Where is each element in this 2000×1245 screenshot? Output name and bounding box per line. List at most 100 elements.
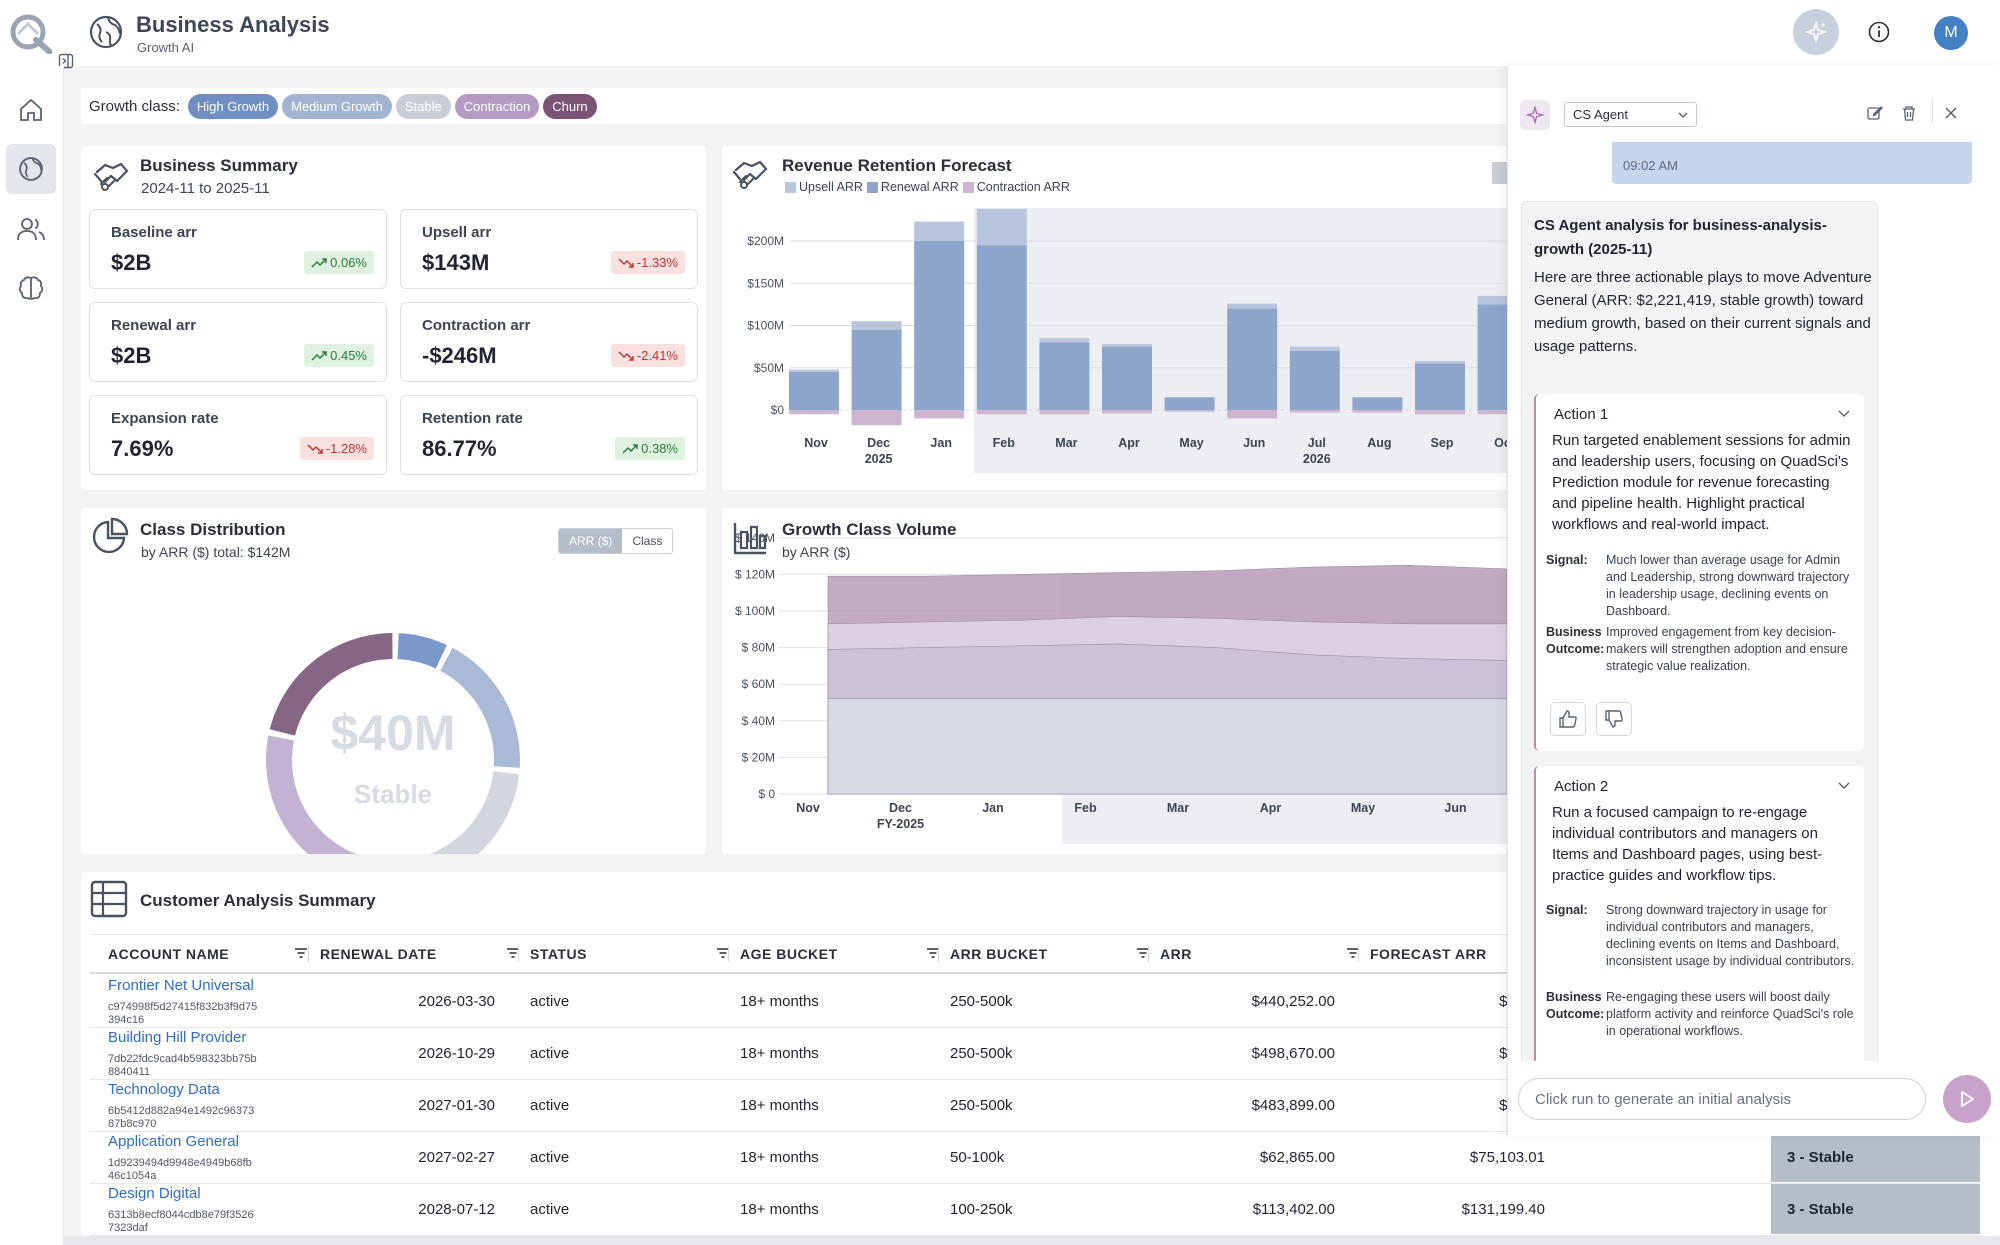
donut-slice[interactable] <box>397 633 447 669</box>
filter-icon[interactable] <box>1346 947 1360 959</box>
chevron-down-icon[interactable] <box>1838 410 1850 418</box>
column-header[interactable]: ACCOUNT NAME <box>108 934 308 974</box>
bar-contraction[interactable] <box>914 410 965 419</box>
column-header[interactable]: AGE BUCKET <box>740 934 940 974</box>
legend-entry[interactable]: Contraction ARR <box>962 180 1070 194</box>
quadsci-logo[interactable] <box>8 12 52 54</box>
bar-contraction[interactable] <box>789 410 839 415</box>
growth-class-pill[interactable]: Churn <box>543 93 597 119</box>
bar-upsell[interactable] <box>789 369 839 372</box>
bar-renewal[interactable] <box>1164 397 1215 410</box>
account-name-link[interactable]: Technology Data <box>108 1081 220 1098</box>
column-header[interactable]: FORECAST ARR <box>1370 934 1570 974</box>
growth-class-pill[interactable]: High Growth <box>187 93 279 119</box>
growth-class-pill[interactable]: Stable <box>395 93 451 119</box>
growth-class-pill[interactable]: Contraction <box>454 93 540 119</box>
bar-contraction[interactable] <box>1039 410 1090 415</box>
send-button[interactable] <box>1943 1075 1991 1123</box>
account-name-link[interactable]: Building Hill Provider <box>108 1029 247 1046</box>
edit-icon[interactable] <box>1866 104 1884 122</box>
scrollbar-horizontal[interactable] <box>64 1236 2000 1245</box>
toggle-class[interactable]: Class <box>632 534 663 548</box>
bar-renewal[interactable] <box>1039 342 1090 410</box>
column-header-label: STATUS <box>530 946 587 962</box>
kpi-label: Renewal arr <box>111 317 197 334</box>
bar-contraction[interactable] <box>1352 410 1403 413</box>
filter-icon[interactable] <box>926 947 940 959</box>
column-header[interactable]: ARR BUCKET <box>950 934 1150 974</box>
sidebar-item-intelligence[interactable] <box>6 263 56 313</box>
sidebar-item-business-analysis[interactable] <box>6 144 56 194</box>
account-name-link[interactable]: Application General <box>108 1133 239 1150</box>
table-row[interactable]: Design Digital 6313b8ecf8044cdb8e79f3526 7… <box>90 1184 1980 1236</box>
agent-input[interactable]: Click run to generate an initial analysi… <box>1518 1078 1926 1120</box>
legend-entry[interactable]: Renewal ARR <box>866 180 959 194</box>
bar-upsell[interactable] <box>1477 295 1507 305</box>
bar-renewal[interactable] <box>914 241 965 410</box>
bar-renewal[interactable] <box>1102 346 1152 410</box>
table-row[interactable]: Technology Data 6b5412d882a94e1492c96373 8… <box>90 1080 1980 1132</box>
bar-upsell[interactable] <box>1415 360 1465 364</box>
donut-slice[interactable] <box>360 771 520 854</box>
sidebar-item-home[interactable] <box>6 85 56 135</box>
bar-contraction[interactable] <box>976 410 1027 415</box>
column-header[interactable]: STATUS <box>530 934 730 974</box>
agent-selector[interactable]: CS Agent <box>1564 102 1697 127</box>
bar-renewal[interactable] <box>789 371 839 410</box>
collapse-sidebar-icon[interactable] <box>58 53 74 69</box>
user-avatar[interactable]: M <box>1934 16 1968 50</box>
bar-upsell[interactable] <box>914 221 965 241</box>
bar-contraction[interactable] <box>1289 410 1340 413</box>
bar-contraction[interactable] <box>1227 410 1278 419</box>
thumbs-up-icon[interactable] <box>1550 702 1586 736</box>
bar-contraction[interactable] <box>1164 410 1215 412</box>
toggle-arr[interactable]: ARR ($) <box>559 529 623 553</box>
sidebar-item-users[interactable] <box>6 204 56 254</box>
filter-icon[interactable] <box>294 947 308 959</box>
donut-slice[interactable] <box>266 735 362 854</box>
growth-class-pill[interactable]: Medium Growth <box>282 93 392 119</box>
donut-slice[interactable] <box>440 647 520 768</box>
table-row[interactable]: Application General 1d9239494d9948e4949b6… <box>90 1132 1980 1184</box>
legend-entry[interactable]: Upsell ARR <box>785 180 863 194</box>
close-icon[interactable] <box>1944 106 1958 120</box>
bar-renewal[interactable] <box>1352 397 1403 410</box>
class-distribution-subtitle: by ARR ($) total: $142M <box>141 544 291 560</box>
account-name-link[interactable]: Frontier Net Universal <box>108 977 254 994</box>
bar-upsell[interactable] <box>1289 346 1340 351</box>
bar-renewal[interactable] <box>976 245 1027 410</box>
area-series[interactable] <box>827 698 1507 795</box>
kpi-change-badge: 0.38% <box>615 437 685 460</box>
bar-renewal[interactable] <box>851 329 902 410</box>
bar-upsell[interactable] <box>1039 338 1090 343</box>
bar-contraction[interactable] <box>851 410 902 426</box>
column-header[interactable]: ARR <box>1160 934 1360 974</box>
age-bucket: 18+ months <box>740 1045 819 1062</box>
filter-icon[interactable] <box>1136 947 1150 959</box>
chart-toolbar-button[interactable] <box>1492 162 1507 184</box>
bar-renewal[interactable] <box>1415 363 1465 410</box>
bar-renewal[interactable] <box>1477 304 1507 410</box>
account-name-link[interactable]: Design Digital <box>108 1185 201 1202</box>
info-icon[interactable] <box>1867 20 1891 44</box>
age-bucket: 18+ months <box>740 1149 819 1166</box>
growth-class-volume-card: Growth Class Volume by ARR ($) $ 0 $ 20M $… <box>722 508 1507 854</box>
chevron-down-icon[interactable] <box>1838 782 1850 790</box>
bar-upsell[interactable] <box>976 208 1027 246</box>
trash-icon[interactable] <box>1900 104 1918 122</box>
bar-renewal[interactable] <box>1227 308 1278 410</box>
column-header[interactable]: RENEWAL DATE <box>320 934 520 974</box>
filter-icon[interactable] <box>506 947 520 959</box>
bar-renewal[interactable] <box>1289 350 1340 410</box>
bar-upsell[interactable] <box>1102 344 1152 347</box>
bar-contraction[interactable] <box>1102 410 1152 414</box>
bar-contraction[interactable] <box>1477 410 1507 415</box>
filter-icon[interactable] <box>716 947 730 959</box>
donut-slice[interactable] <box>269 633 393 736</box>
ai-assistant-button[interactable] <box>1793 9 1839 55</box>
thumbs-down-icon[interactable] <box>1596 702 1632 736</box>
kpi-card: Renewal arr $2B 0.45% <box>89 302 387 382</box>
bar-upsell[interactable] <box>1227 303 1278 309</box>
bar-contraction[interactable] <box>1415 410 1465 415</box>
bar-upsell[interactable] <box>851 321 902 330</box>
